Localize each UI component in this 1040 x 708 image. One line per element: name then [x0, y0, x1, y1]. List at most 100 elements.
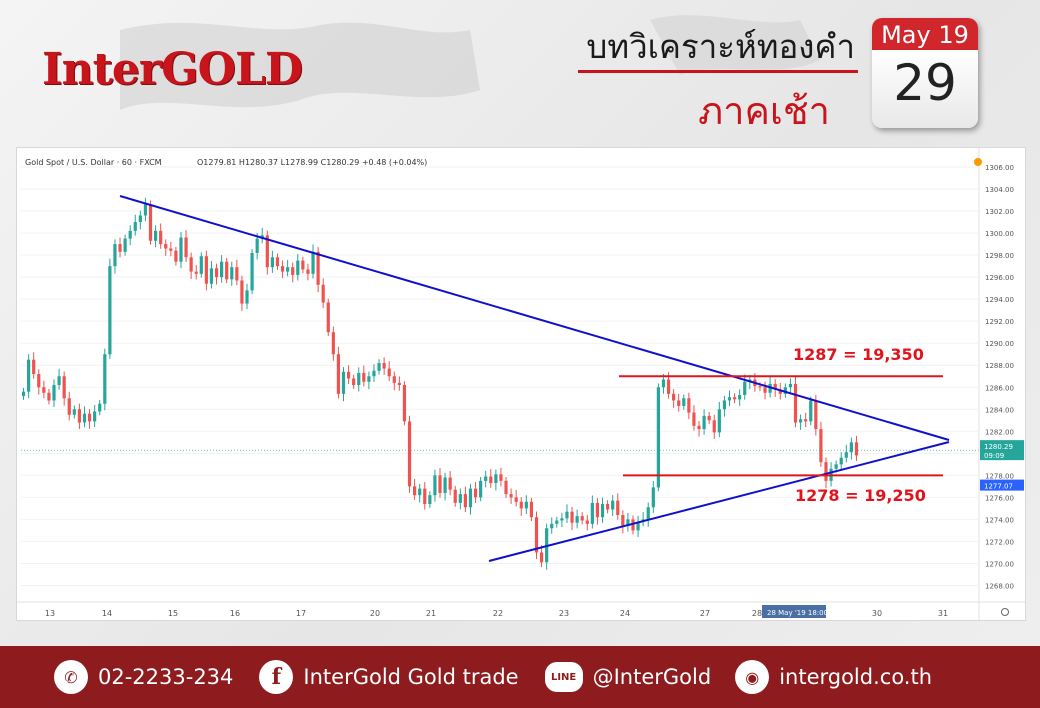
phone-icon: ✆	[54, 660, 88, 694]
facebook-name: InterGold Gold trade	[303, 665, 519, 689]
ohlc-readout: O1279.81 H1280.37 L1278.99 C1280.29 +0.4…	[197, 158, 427, 167]
candle-body	[778, 389, 782, 394]
candle-body	[606, 503, 610, 510]
candle-body	[87, 413, 92, 422]
candle-body	[575, 516, 579, 523]
marker-price-label: 1277.07	[984, 483, 1013, 491]
candle-body	[656, 387, 660, 488]
candle-body	[42, 387, 46, 393]
candle-body	[377, 363, 381, 371]
symbol-label: Gold Spot / U.S. Dollar · 60 · FXCM	[25, 158, 162, 167]
candle-body	[824, 462, 828, 481]
candle-body	[732, 397, 737, 400]
candle-body	[468, 488, 473, 508]
last-price-badge	[980, 440, 1024, 461]
candle-body	[153, 230, 158, 241]
candle-body	[672, 393, 676, 401]
candle-body	[143, 204, 148, 216]
candle-body	[550, 523, 554, 529]
candle-body	[849, 442, 853, 453]
candle-body	[296, 260, 300, 275]
price-scale	[979, 148, 1025, 620]
candle-body	[707, 415, 711, 421]
candle-body	[341, 371, 346, 394]
website-contact[interactable]: ◉ intergold.co.th	[735, 660, 932, 694]
y-tick-label: 1288.00	[985, 362, 1014, 370]
candle-body	[418, 488, 422, 496]
last-price-label: 1280.29	[984, 443, 1013, 451]
candle-body	[128, 230, 132, 239]
lower-trendline	[488, 441, 950, 562]
candle-body	[453, 489, 457, 503]
candle-body	[788, 383, 793, 388]
candle-body	[291, 267, 295, 275]
candle-body	[666, 379, 671, 394]
y-tick-label: 1292.00	[985, 318, 1014, 326]
globe-icon: ◉	[735, 660, 770, 694]
candle-body	[352, 378, 356, 386]
candle-body	[570, 511, 574, 523]
facebook-contact[interactable]: f InterGold Gold trade	[259, 660, 519, 694]
x-tick-label: 28	[752, 609, 762, 618]
phone-contact[interactable]: ✆ 02-2233-234	[54, 660, 233, 694]
candle-body	[727, 397, 732, 401]
y-tick-label: 1304.00	[985, 186, 1014, 194]
candle-body	[448, 477, 452, 490]
candle-body	[600, 503, 605, 518]
candle-body	[270, 257, 274, 268]
candle-body	[682, 398, 686, 406]
y-tick-label: 1282.00	[985, 428, 1014, 436]
candle-body	[336, 354, 341, 394]
candle-body	[311, 251, 315, 274]
candle-body	[179, 237, 183, 262]
x-tick-label: 20	[370, 609, 380, 618]
candle-body	[534, 517, 539, 553]
intergold-logo: InterGOLD	[42, 44, 303, 95]
candle-body	[697, 425, 701, 430]
candle-body	[809, 400, 813, 422]
candle-body	[82, 413, 87, 423]
cursor-time-badge	[762, 605, 826, 618]
candle-body	[32, 359, 36, 375]
contact-footer: ✆ 02-2233-234 f InterGold Gold trade LIN…	[0, 646, 1040, 708]
candle-body	[93, 411, 97, 422]
y-tick-label: 1284.00	[985, 406, 1014, 414]
candle-body	[443, 477, 447, 493]
candle-body	[47, 392, 51, 401]
candle-body	[387, 368, 391, 377]
candle-body	[626, 519, 630, 527]
candle-body	[773, 383, 777, 390]
candle-body	[661, 379, 666, 388]
y-tick-label: 1296.00	[985, 274, 1014, 282]
candle-body	[438, 475, 442, 493]
candle-body	[494, 474, 498, 484]
candle-body	[392, 376, 396, 383]
candle-body	[225, 261, 229, 280]
phone-number: 02-2233-234	[98, 665, 234, 689]
candle-body	[814, 400, 818, 430]
candle-body	[286, 267, 290, 272]
candle-body	[98, 403, 102, 412]
y-tick-label: 1278.00	[985, 472, 1014, 480]
candle-body	[62, 376, 66, 399]
candle-body	[255, 238, 259, 253]
candle-body	[321, 284, 325, 303]
x-tick-label: 15	[168, 609, 178, 618]
candle-body	[834, 464, 838, 469]
candle-body	[240, 280, 244, 304]
candle-body	[804, 419, 808, 422]
candle-body	[565, 511, 569, 519]
candle-body	[57, 376, 61, 386]
support-label: 1278 = 19,250	[795, 486, 926, 505]
candle-body	[702, 415, 706, 430]
candle-body	[184, 237, 188, 258]
candle-body	[585, 520, 589, 524]
y-tick-label: 1272.00	[985, 538, 1014, 546]
page-title: บทวิเคราะห์ทองคำ	[586, 27, 855, 66]
candle-body	[539, 552, 544, 563]
line-contact[interactable]: LINE @InterGold	[544, 662, 711, 692]
x-tick-label: 21	[426, 609, 436, 618]
candle-body	[504, 480, 508, 495]
calendar-icon: May 19 29	[872, 18, 978, 128]
candle-body	[194, 271, 198, 274]
